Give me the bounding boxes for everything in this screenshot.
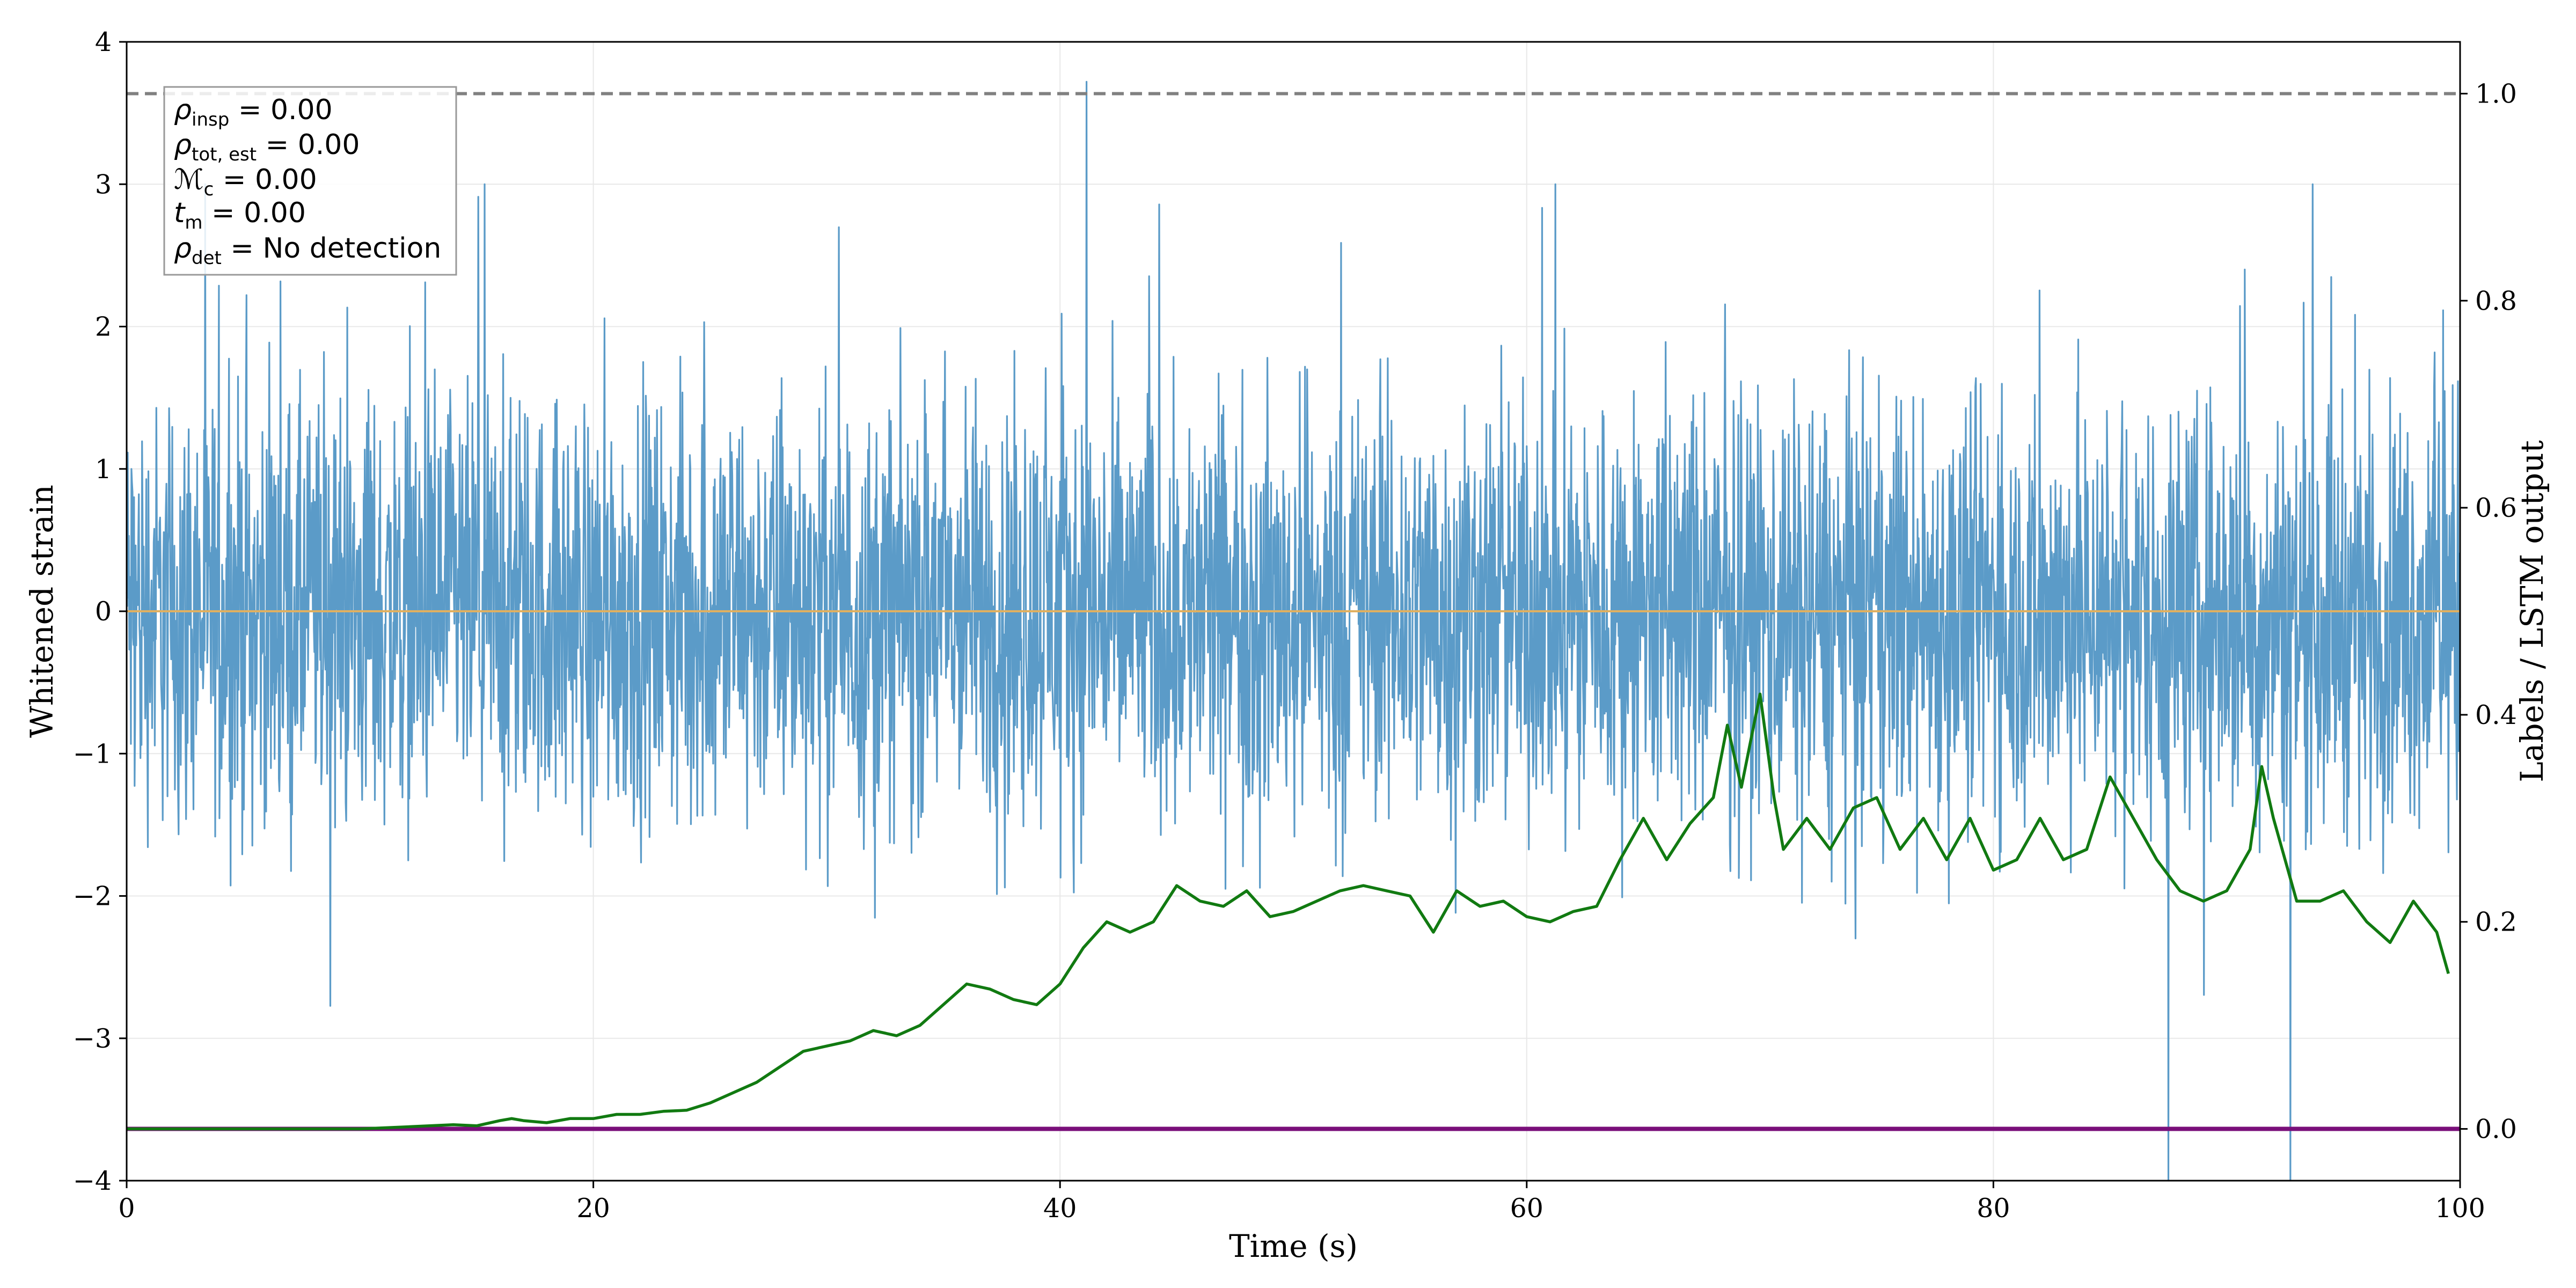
y-right-tick-label: 1.0 — [2475, 78, 2517, 109]
y-left-tick-label: 0 — [95, 596, 112, 627]
annotation-box — [163, 86, 457, 276]
annotation-line: ρtot, est = 0.00 — [174, 129, 360, 165]
x-tick-label: 100 — [2435, 1193, 2485, 1224]
strain-line — [126, 80, 2461, 1182]
overlay-lines — [127, 92, 2460, 1131]
y-left-tick-label: 4 — [95, 27, 112, 57]
y-left-tick-label: 3 — [95, 169, 112, 200]
y-left-tick-label: −4 — [73, 1166, 112, 1196]
y-left-tick-label: 1 — [95, 454, 112, 485]
x-tick-label: 80 — [1977, 1193, 2010, 1224]
annotation-line: tm = 0.00 — [174, 197, 306, 233]
lstm-output-line — [127, 692, 2450, 1131]
y-axis-left-label: Whitened strain — [24, 485, 60, 738]
x-tick-label: 0 — [118, 1193, 135, 1224]
x-axis-label: Time (s) — [1229, 1228, 1358, 1264]
x-tick-label: 40 — [1043, 1193, 1077, 1224]
annotation-line: ρdet = No detection — [174, 232, 441, 269]
y-left-tick-label: −2 — [73, 881, 112, 912]
strain-series — [126, 80, 2461, 1182]
annotation-line: ℳc = 0.00 — [174, 164, 317, 200]
y-left-tick-label: −3 — [73, 1023, 112, 1054]
y-left-tick-label: −1 — [73, 738, 112, 769]
x-tick-label: 20 — [576, 1193, 610, 1224]
y-left-tick-label: 2 — [95, 312, 112, 342]
y-right-tick-label: 0.2 — [2475, 907, 2517, 938]
y-right-tick-label: 0.8 — [2475, 286, 2517, 316]
y-axis-right-label: Labels / LSTM output — [2514, 440, 2550, 782]
y-right-tick-label: 0.4 — [2475, 700, 2517, 730]
ticks: 0 20 40 60 80 100 −4 −3 −2 −1 0 1 2 3 4 0.0 0.2 0.4 0.6 0.8… — [73, 27, 2517, 1224]
annotation-line: ρinsp = 0.00 — [174, 94, 333, 130]
y-right-tick-label: 0.6 — [2475, 493, 2517, 523]
x-tick-label: 60 — [1510, 1193, 1543, 1224]
y-right-tick-label: 0.0 — [2475, 1114, 2517, 1145]
